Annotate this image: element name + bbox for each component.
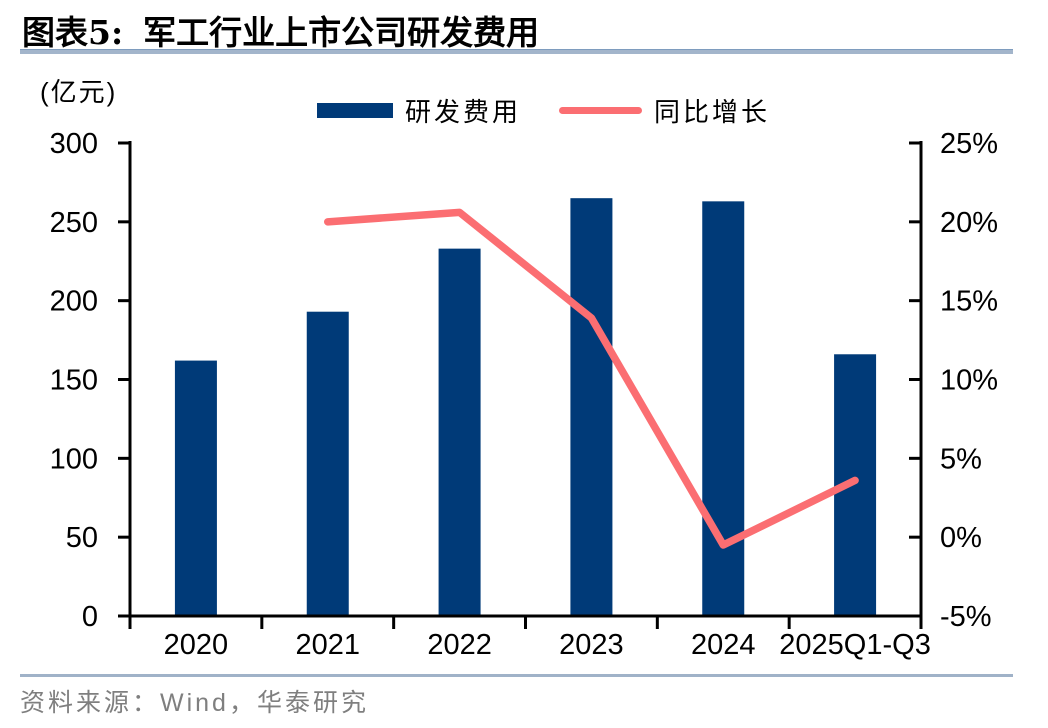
right-axis-tick-label: 10% [940,365,998,397]
legend-item-bar: 研发费用 [317,92,521,129]
left-axis-tick-label: 0 [82,601,98,633]
bar-2023 [570,198,613,616]
right-axis-tick-label: 0% [940,522,982,554]
left-axis-tick-label: 100 [50,443,98,475]
figure-number-label: 图表5: [22,13,124,52]
legend-line-label: 同比增长 [654,96,771,127]
x-axis-label-2024: 2024 [691,629,756,661]
left-axis-tick-label: 150 [50,365,98,397]
bar-swatch-icon [317,102,393,118]
chart-legend: 研发费用 同比增长 [317,92,770,129]
title-divider [20,49,1013,54]
source-text: 资料来源：Wind，华泰研究 [20,689,369,717]
bar-2020 [174,360,217,616]
x-axis-label-2025Q1-Q3: 2025Q1-Q3 [779,629,931,661]
left-axis-tick-label: 250 [50,207,98,239]
bar-2024 [702,201,745,616]
yoy-growth-line [324,208,859,549]
figure-title: 图表5: 军工行业上市公司研发费用 [22,6,539,54]
right-axis-tick-label: 15% [940,286,998,318]
bar-2021 [306,311,349,616]
left-axis-tick-label: 50 [66,522,98,554]
right-axis-tick-label: 20% [940,207,998,239]
left-axis-tick-label: 200 [50,286,98,318]
source-divider [20,674,1013,677]
legend-bar-label: 研发费用 [405,96,522,127]
x-axis-label-2021: 2021 [295,629,360,661]
right-axis-tick-label: 5% [940,443,982,475]
right-axis-tick-label: 25% [940,128,998,160]
figure-name: 军工行业上市公司研发费用 [143,13,540,52]
left-axis-unit-label: (亿元) [40,77,118,107]
x-axis-label-2022: 2022 [427,629,492,661]
x-axis-label-2020: 2020 [164,629,229,661]
x-axis-label-2023: 2023 [559,629,624,661]
bar-2022 [438,248,481,617]
right-axis-tick-label: -5% [940,601,992,633]
legend-item-line: 同比增长 [559,92,770,129]
line-swatch-icon [559,106,643,114]
left-axis-tick-label: 300 [50,128,98,160]
